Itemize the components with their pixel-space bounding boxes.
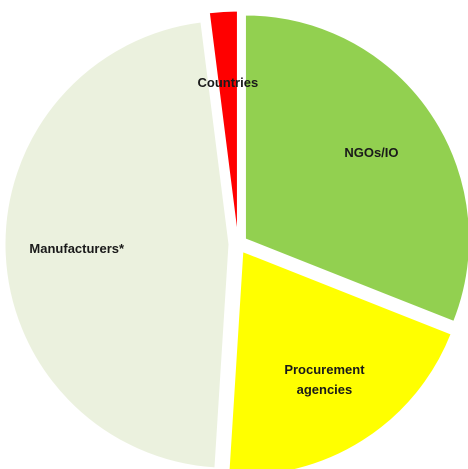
slice-label: Manufacturers* [29,241,125,257]
pie-slice [208,10,238,236]
pie-slice [4,21,230,469]
slice-label: NGOs/IO [344,145,399,161]
slice-label: Countries [197,74,259,90]
pie-slice [228,250,452,469]
slice-label: Procurement agencies [284,362,365,398]
